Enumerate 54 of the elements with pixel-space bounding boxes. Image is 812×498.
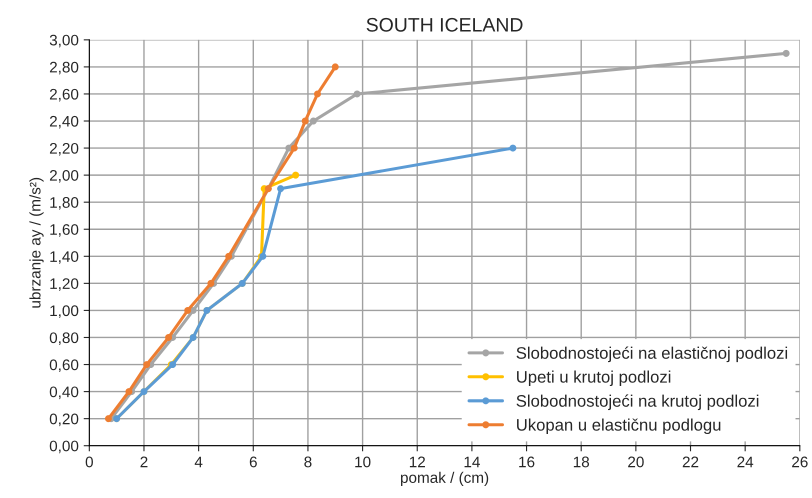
x-tick-label: 2 xyxy=(140,456,148,468)
y-tick-label: 1,00 xyxy=(50,305,78,318)
x-tick-label: 6 xyxy=(250,456,257,468)
y-tick-label: 3,00 xyxy=(50,34,78,48)
point xyxy=(165,334,172,341)
point xyxy=(290,144,298,152)
y-tick-label: 2,20 xyxy=(50,142,78,156)
y-tick-label: 1,60 xyxy=(50,224,78,237)
legend-label: Ukopan u elastičnu podlogu xyxy=(517,418,720,434)
legend-label: Slobodnostojeći na elastičnoj podlozi xyxy=(516,346,788,362)
y-tick-label: 0,40 xyxy=(50,386,78,400)
legend-label: Slobodnostojeći na krutoj podlozi xyxy=(516,394,758,410)
x-tick-label: 20 xyxy=(628,456,644,468)
point xyxy=(292,172,300,179)
point xyxy=(314,90,321,98)
point xyxy=(125,388,132,396)
point xyxy=(104,415,112,422)
legend-label: Upeti u krutoj podlozi xyxy=(517,370,670,386)
y-tick-label: 0,60 xyxy=(50,359,78,372)
y-tick-label: 2,60 xyxy=(50,88,78,102)
point xyxy=(509,144,516,152)
x-tick-label: 26 xyxy=(792,456,808,468)
y-tick-label: 2,80 xyxy=(50,62,78,74)
point xyxy=(277,185,284,192)
y-tick-label: 2,00 xyxy=(50,170,78,183)
y-tick-label: 0,20 xyxy=(50,414,78,426)
x-tick-label: 0 xyxy=(86,456,93,468)
x-tick-label: 12 xyxy=(410,456,425,468)
x-tick-label: 8 xyxy=(304,456,312,468)
y-tick-label: 1,40 xyxy=(50,251,78,264)
point xyxy=(354,90,361,98)
point xyxy=(184,306,192,314)
y-tick-label: 1,20 xyxy=(50,278,78,291)
chart-title: SOUTH ICELAND xyxy=(366,18,523,32)
x-axis-title: pomak / (cm) xyxy=(400,472,488,486)
y-axis-title: ubrzanje ay / (m/s²) xyxy=(29,178,44,308)
x-tick-label: 22 xyxy=(682,456,698,468)
x-tick-label: 10 xyxy=(355,456,370,468)
point xyxy=(782,50,790,57)
x-tick-label: 4 xyxy=(194,456,202,468)
point xyxy=(143,361,150,368)
x-tick-label: 24 xyxy=(737,456,754,468)
point xyxy=(225,252,232,260)
y-tick-label: 0,00 xyxy=(50,440,78,454)
point xyxy=(207,280,214,287)
x-tick-label: 14 xyxy=(464,456,480,468)
x-tick-label: 16 xyxy=(519,456,534,468)
y-tick-label: 2,40 xyxy=(50,116,78,129)
point xyxy=(302,118,309,124)
point xyxy=(310,118,317,124)
x-tick-label: 18 xyxy=(574,456,590,468)
y-tick-label: 1,80 xyxy=(50,197,78,210)
point xyxy=(332,63,339,70)
y-tick-label: 0,80 xyxy=(50,332,78,345)
